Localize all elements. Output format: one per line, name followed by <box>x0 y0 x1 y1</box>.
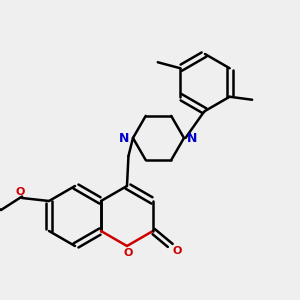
Text: O: O <box>124 248 133 259</box>
Text: O: O <box>172 245 182 256</box>
Text: N: N <box>119 131 130 145</box>
Text: N: N <box>187 131 197 145</box>
Text: O: O <box>16 187 25 197</box>
